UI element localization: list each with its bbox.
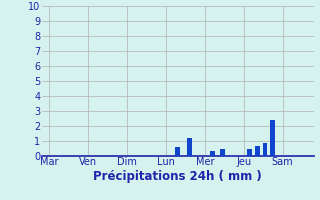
X-axis label: Précipitations 24h ( mm ): Précipitations 24h ( mm ) xyxy=(93,170,262,183)
Bar xyxy=(255,146,260,156)
Bar xyxy=(247,148,252,156)
Bar xyxy=(220,149,225,156)
Bar xyxy=(175,147,180,156)
Bar xyxy=(270,120,275,156)
Bar xyxy=(263,142,268,156)
Bar xyxy=(187,138,192,156)
Bar xyxy=(210,151,215,156)
